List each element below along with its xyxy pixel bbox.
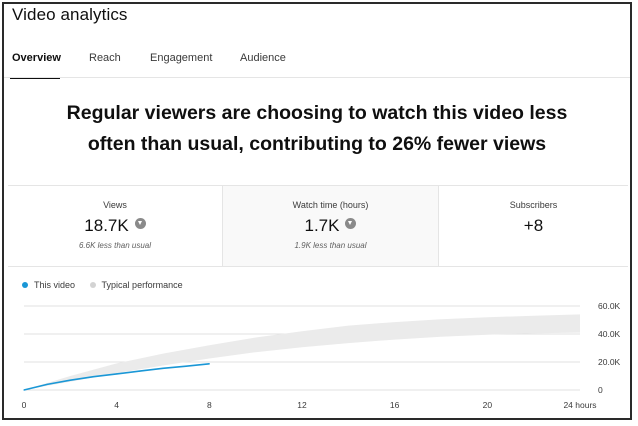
y-tick-label: 60.0K bbox=[598, 301, 621, 311]
legend-dot-icon bbox=[89, 282, 96, 288]
down-arrow-icon bbox=[134, 218, 146, 229]
this-video-point bbox=[46, 383, 48, 385]
metric-label: Views bbox=[103, 200, 127, 210]
this-video-point bbox=[162, 367, 164, 369]
y-tick-label: 0 bbox=[598, 385, 603, 395]
x-tick-label: 24 hours bbox=[563, 400, 596, 410]
this-video-point bbox=[92, 376, 95, 378]
down-arrow-icon bbox=[345, 218, 357, 229]
active-tab-indicator bbox=[10, 77, 60, 79]
insight-headline: Regular viewers are choosing to watch th… bbox=[4, 98, 630, 160]
x-tick-label: 4 bbox=[114, 400, 119, 410]
metric-card-watch-time[interactable]: Watch time (hours) 1.7K 1.9K less than u… bbox=[223, 186, 438, 266]
legend-label: Typical performance bbox=[101, 280, 183, 290]
metric-value: 1.7K bbox=[223, 216, 438, 236]
legend-label: This video bbox=[34, 280, 76, 290]
tab-reach[interactable]: Reach bbox=[89, 52, 121, 64]
metric-card-views[interactable]: Views 18.7K 6.6K less than usual bbox=[8, 186, 222, 266]
this-video-point bbox=[69, 379, 71, 381]
tab-audience[interactable]: Audience bbox=[240, 52, 286, 64]
page-title: Video analytics bbox=[12, 5, 128, 24]
metric-label: Watch time (hours) bbox=[292, 200, 369, 210]
x-tick-label: 8 bbox=[207, 400, 212, 410]
tab-engagement[interactable]: Engagement bbox=[150, 52, 213, 64]
tab-bar: Overview Reach Engagement Audience bbox=[4, 42, 630, 79]
x-tick-label: 12 bbox=[297, 400, 307, 410]
this-video-point bbox=[116, 373, 118, 375]
metric-label: Subscribers bbox=[509, 200, 558, 210]
insight-headline-line1: Regular viewers are choosing to watch th… bbox=[66, 102, 568, 124]
metric-divider bbox=[438, 186, 439, 266]
metric-value-text: 18.7K bbox=[84, 216, 129, 235]
this-video-point bbox=[185, 365, 187, 367]
metric-value: +8 bbox=[439, 216, 628, 236]
metric-value-text: 1.7K bbox=[304, 216, 340, 235]
metric-note: 6.6K less than usual bbox=[78, 241, 152, 250]
x-tick-label: 20 bbox=[483, 400, 493, 410]
tab-overview[interactable]: Overview bbox=[12, 52, 61, 64]
legend-item-typical[interactable]: Typical performance bbox=[89, 280, 183, 290]
metrics-row: Views 18.7K 6.6K less than usual Watch t… bbox=[8, 185, 628, 267]
legend-dot-icon bbox=[22, 282, 28, 288]
this-video-point bbox=[139, 370, 141, 372]
this-video-point bbox=[208, 363, 210, 365]
y-tick-label: 40.0K bbox=[598, 329, 621, 339]
views-chart: 0 20.0K 40.0K 60.0K 0 4 8 12 16 20 24 hours bbox=[22, 301, 621, 410]
metric-divider bbox=[222, 186, 223, 266]
this-video-point bbox=[23, 389, 25, 391]
x-tick-label: 0 bbox=[22, 400, 27, 410]
metric-value: 18.7K bbox=[8, 216, 222, 236]
metric-note: 1.9K less than usual bbox=[294, 241, 367, 250]
metric-value-text: +8 bbox=[523, 216, 544, 235]
analytics-window: Video analytics Overview Reach Engagemen… bbox=[2, 2, 632, 420]
y-tick-label: 20.0K bbox=[598, 357, 621, 367]
chart-legend: This video Typical performance bbox=[22, 280, 195, 290]
x-tick-label: 16 bbox=[390, 400, 400, 410]
metric-card-subscribers[interactable]: Subscribers +8 bbox=[439, 186, 628, 266]
insight-headline-line2: often than usual, contributing to 26% fe… bbox=[87, 133, 547, 155]
legend-item-this-video[interactable]: This video bbox=[22, 280, 75, 290]
typical-performance-band bbox=[24, 314, 580, 390]
tabs-divider bbox=[4, 77, 630, 78]
